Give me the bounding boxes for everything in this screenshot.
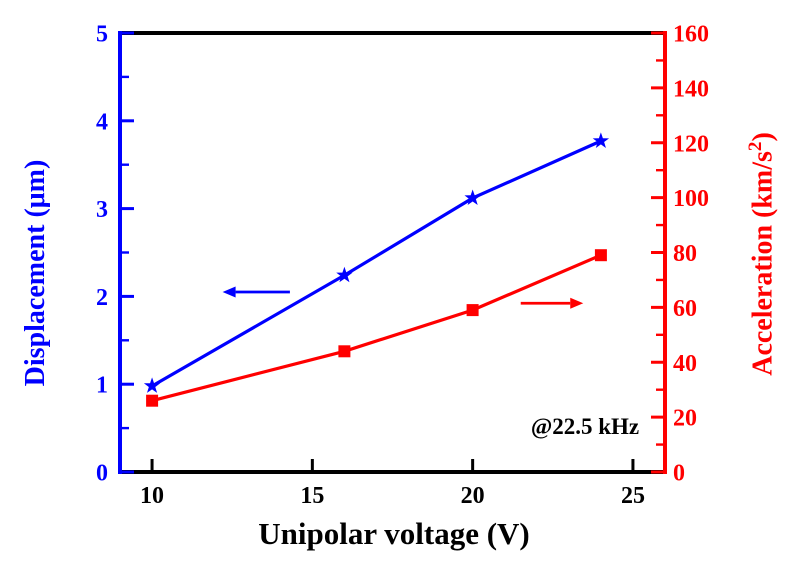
right-tick-label: 120: [673, 131, 709, 157]
right-tick-label: 140: [673, 76, 709, 102]
star-marker: [464, 189, 481, 206]
x-axis-title: Unipolar voltage (V): [258, 516, 530, 551]
right-axis-title: Acceleration (km/s2): [736, 14, 779, 494]
left-tick-label: 2: [96, 285, 108, 311]
square-marker: [466, 304, 479, 317]
right-axis-title-close: ): [747, 132, 779, 142]
star-marker: [336, 266, 353, 283]
square-marker: [338, 345, 351, 358]
left-tick-label: 5: [96, 22, 108, 48]
right-axis-title-superscript: 2: [745, 141, 766, 152]
square-marker: [594, 249, 607, 262]
x-tick-label: 25: [621, 483, 645, 509]
right-tick-label: 40: [673, 351, 697, 377]
displacement-axis-arrow-head: [222, 286, 236, 298]
star-marker: [143, 377, 161, 393]
star-marker: [592, 132, 610, 148]
x-tick-label: 20: [461, 483, 485, 509]
left-tick-label: 4: [96, 109, 108, 135]
x-tick-label: 10: [140, 483, 164, 509]
right-tick-label: 0: [673, 461, 685, 487]
left-axis-title: Displacement (μm): [20, 159, 51, 387]
left-tick-label: 1: [96, 373, 108, 399]
displacement-line: [151, 139, 602, 388]
right-tick-label: 20: [673, 406, 697, 432]
right-axis-title-text: Acceleration (km/s: [747, 151, 779, 376]
frequency-annotation: @22.5 kHz: [530, 414, 640, 439]
right-tick-label: 80: [673, 241, 697, 267]
right-tick-label: 60: [673, 296, 697, 322]
x-tick-label: 15: [300, 483, 324, 509]
left-tick-label: 3: [96, 197, 108, 223]
acceleration-axis-arrow-head: [570, 297, 584, 309]
right-tick-label: 100: [673, 186, 709, 212]
square-marker: [146, 394, 159, 407]
right-tick-label: 160: [673, 22, 709, 48]
left-tick-label: 0: [96, 461, 108, 487]
acceleration-line: [151, 253, 602, 403]
